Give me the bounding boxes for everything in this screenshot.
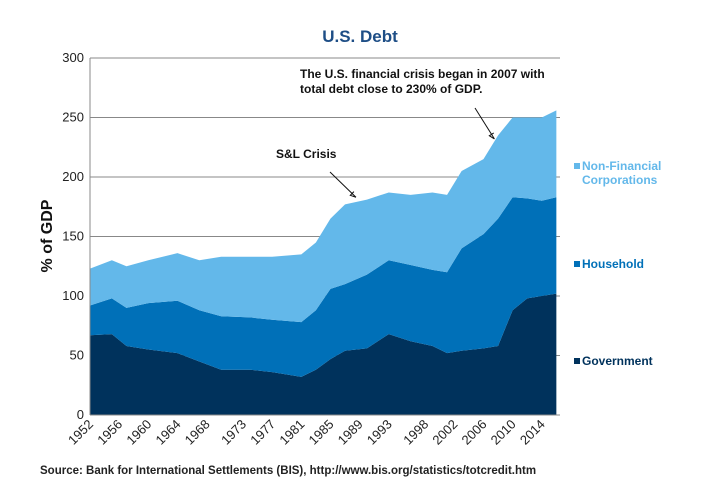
x-tick-label: 1985 [306, 417, 337, 448]
legend-label-line: Non-Financial [582, 159, 661, 173]
y-ticks: 0 50 100 150 200 250 300 [62, 50, 84, 422]
y-tick-label: 250 [62, 110, 84, 125]
legend: Government Household Non-Financial Corporat… [574, 159, 661, 368]
x-tick-label: 1964 [153, 417, 184, 448]
x-tick-label: 1952 [65, 417, 96, 448]
legend-label-line: Government [582, 354, 653, 368]
x-tick-label: 1960 [123, 417, 154, 448]
annotations: The U.S. financial crisis began in 2007 … [276, 67, 545, 198]
legend-label: Non-Financial Corporations [582, 159, 661, 187]
x-tick-label: 1956 [94, 417, 125, 448]
legend-label-line: Household [582, 257, 644, 271]
y-tick-label: 200 [62, 169, 84, 184]
x-tick-label: 2014 [517, 417, 548, 448]
legend-label: Government [582, 354, 653, 368]
x-tick-label: 1993 [364, 417, 395, 448]
y-axis-label: % of GDP [39, 199, 56, 272]
legend-label: Household [582, 257, 644, 271]
x-tick-label: 1998 [400, 417, 431, 448]
x-tick-label: 2010 [488, 417, 519, 448]
legend-label-line: Corporations [582, 173, 658, 187]
legend-swatch [574, 261, 580, 267]
arrowhead [349, 191, 357, 198]
legend-swatch [574, 163, 580, 169]
x-tick-label: 1989 [335, 417, 366, 448]
area-non-financial-corporations [90, 110, 557, 323]
y-tick-label: 0 [77, 407, 84, 422]
arrowhead [488, 132, 495, 140]
y-tick-label: 150 [62, 229, 84, 244]
legend-swatch [574, 358, 580, 364]
annotation-text: The U.S. financial crisis began in 2007 … [300, 67, 545, 81]
y-tick-label: 100 [62, 288, 84, 303]
annotation-text: total debt close to 230% of GDP. [300, 82, 482, 96]
axes [89, 57, 560, 416]
areas [90, 110, 557, 415]
x-tick-label: 1973 [218, 417, 249, 448]
source-note: Source: Bank for International Settlemen… [40, 465, 536, 477]
area-household [90, 197, 557, 377]
annotation-arrow [329, 171, 357, 198]
chart-title: U.S. Debt [322, 27, 398, 46]
x-tick-label: 1968 [182, 417, 213, 448]
annotation-arrow [474, 107, 495, 140]
x-tick-label: 1981 [276, 417, 307, 448]
x-tick-label: 2002 [429, 417, 460, 448]
x-tick-label: 2006 [459, 417, 490, 448]
y-tick-label: 50 [70, 348, 84, 363]
area-government [90, 293, 557, 415]
annotation-text: S&L Crisis [276, 147, 337, 161]
y-tick-label: 300 [62, 50, 84, 65]
x-tick-label: 1977 [247, 417, 278, 448]
